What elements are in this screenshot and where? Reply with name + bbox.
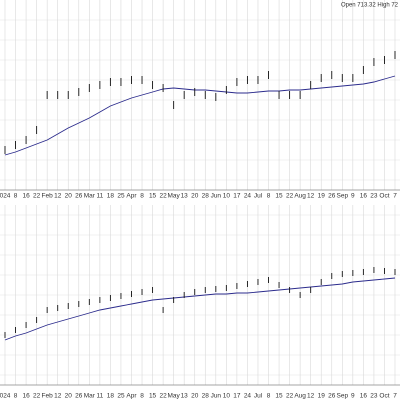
x-tick-label: Feb [42, 193, 54, 200]
x-tick-label: 16 [360, 193, 368, 200]
x-tick-label: 7 [393, 393, 397, 400]
x-tick-label: 20 [65, 393, 73, 400]
x-tick-label: 16 [22, 393, 30, 400]
x-tick-label: 28 [202, 393, 210, 400]
x-tick-label: 18 [107, 393, 115, 400]
x-tick-label: 15 [149, 393, 157, 400]
x-tick-label: 17 [233, 393, 241, 400]
x-tick-label: May [168, 393, 181, 400]
x-tick-label: Apr [126, 393, 137, 400]
x-tick-label: 12 [307, 193, 315, 200]
x-tick-label: 19 [318, 393, 326, 400]
x-tick-label: Aug [294, 193, 306, 200]
x-tick-label: May [168, 193, 181, 200]
x-tick-label: 20 [65, 193, 73, 200]
x-tick-label: 8 [140, 393, 144, 400]
x-tick-label: 26 [75, 393, 83, 400]
x-tick-label: 12 [54, 193, 62, 200]
x-tick-label: 024 [0, 193, 11, 200]
x-tick-label: 15 [275, 193, 283, 200]
x-tick-label: 12 [307, 393, 315, 400]
x-tick-label: 22 [159, 393, 167, 400]
x-tick-label: Jul [254, 193, 263, 200]
x-tick-label: 23 [370, 393, 378, 400]
x-tick-label: 22 [286, 193, 294, 200]
x-tick-label: Apr [126, 193, 137, 200]
x-tick-label: 24 [244, 393, 252, 400]
x-tick-label: 18 [107, 193, 115, 200]
x-tick-label: 8 [267, 393, 271, 400]
x-tick-label: 13 [181, 193, 189, 200]
x-tick-label: 10 [223, 193, 231, 200]
x-tick-label: Jul [254, 393, 263, 400]
x-tick-label: 24 [244, 193, 252, 200]
x-tick-label: 9 [351, 193, 355, 200]
x-tick-label: 11 [96, 393, 103, 400]
x-tick-label: Mar [84, 193, 96, 200]
x-tick-label: 12 [54, 393, 62, 400]
x-tick-label: 22 [286, 393, 294, 400]
x-tick-label: 23 [370, 193, 378, 200]
x-tick-label: Sep [337, 193, 349, 200]
x-tick-label: 28 [202, 193, 210, 200]
x-tick-label: 9 [351, 393, 355, 400]
moving-average [4, 75, 396, 156]
x-tick-label: Jun [211, 193, 222, 200]
x-tick-label: 8 [14, 193, 18, 200]
x-tick-label: 15 [275, 393, 283, 400]
x-tick-label: 10 [223, 393, 231, 400]
moving-average [4, 277, 396, 341]
x-tick-label: Oct [379, 393, 389, 400]
x-tick-label: 26 [75, 193, 83, 200]
annotation: Open 713.32 High 72 [341, 3, 399, 9]
x-tick-label: Aug [294, 393, 306, 400]
x-tick-label: Jun [211, 393, 222, 400]
x-tick-label: 8 [267, 193, 271, 200]
x-tick-label: 024 [0, 393, 11, 400]
x-tick-label: 7 [393, 193, 397, 200]
x-tick-label: 19 [318, 193, 326, 200]
x-tick-label: 15 [149, 193, 157, 200]
x-tick-label: 8 [140, 193, 144, 200]
x-tick-label: Feb [42, 393, 54, 400]
x-tick-label: Mar [84, 393, 96, 400]
x-tick-label: 20 [191, 193, 199, 200]
x-tick-label: 22 [33, 393, 41, 400]
x-tick-label: 16 [360, 393, 368, 400]
x-tick-label: 17 [233, 193, 241, 200]
x-tick-label: 11 [96, 193, 103, 200]
x-tick-label: 26 [328, 393, 336, 400]
x-tick-label: Sep [337, 393, 349, 400]
x-tick-label: 13 [181, 393, 189, 400]
x-tick-label: 25 [117, 393, 125, 400]
x-tick-label: 20 [191, 393, 199, 400]
x-tick-label: 16 [22, 193, 30, 200]
x-tick-label: 22 [33, 193, 41, 200]
x-tick-label: 8 [14, 393, 18, 400]
x-tick-label: 26 [328, 193, 336, 200]
x-tick-label: Oct [379, 193, 389, 200]
x-tick-label: 22 [159, 193, 167, 200]
x-tick-label: 25 [117, 193, 125, 200]
